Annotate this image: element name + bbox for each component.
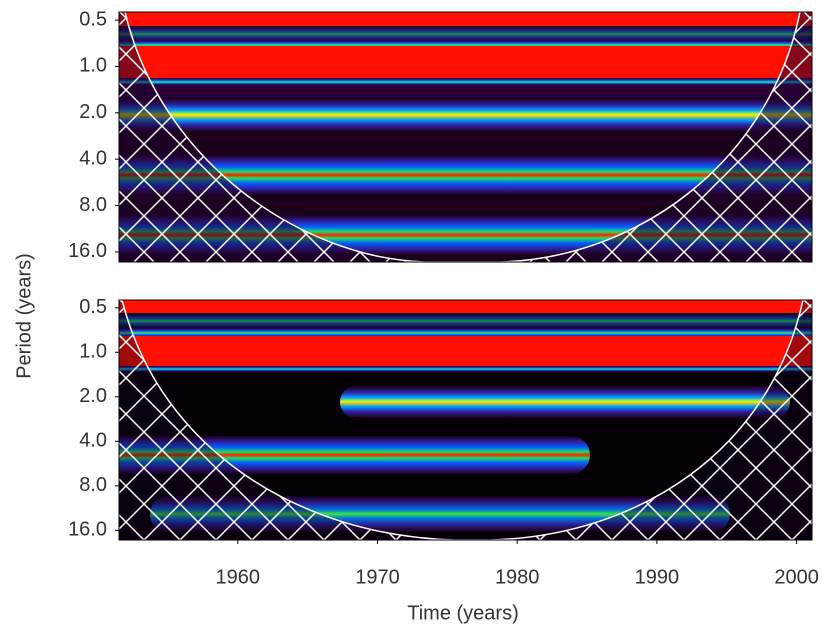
panel-frame [118,11,813,263]
panel-top [119,12,812,262]
x-tick-label: 1970 [355,566,400,588]
y-tick-label: 8.0 [79,194,107,216]
panel-bottom [119,300,812,540]
y-tick-label: 16.0 [68,240,107,262]
y-tick-label: 0.5 [79,296,107,318]
y-tick-label: 16.0 [68,519,107,541]
y-tick-label: 2.0 [79,385,107,407]
y-tick-label: 4.0 [79,147,107,169]
y-tick-label: 8.0 [79,474,107,496]
x-tick-label: 2000 [774,566,819,588]
x-tick-label: 1960 [216,566,261,588]
y-tick-label: 4.0 [79,430,107,452]
x-tick-label: 1980 [495,566,540,588]
panel-frame [118,299,813,541]
x-tick-label: 1990 [635,566,680,588]
y-tick-label: 1.0 [79,341,107,363]
x-axis-label: Time (years) [407,602,518,624]
y-tick-label: 2.0 [79,101,107,123]
y-tick-label: 0.5 [79,8,107,30]
y-axis-label: Period (years) [13,253,35,379]
y-tick-label: 1.0 [79,55,107,77]
